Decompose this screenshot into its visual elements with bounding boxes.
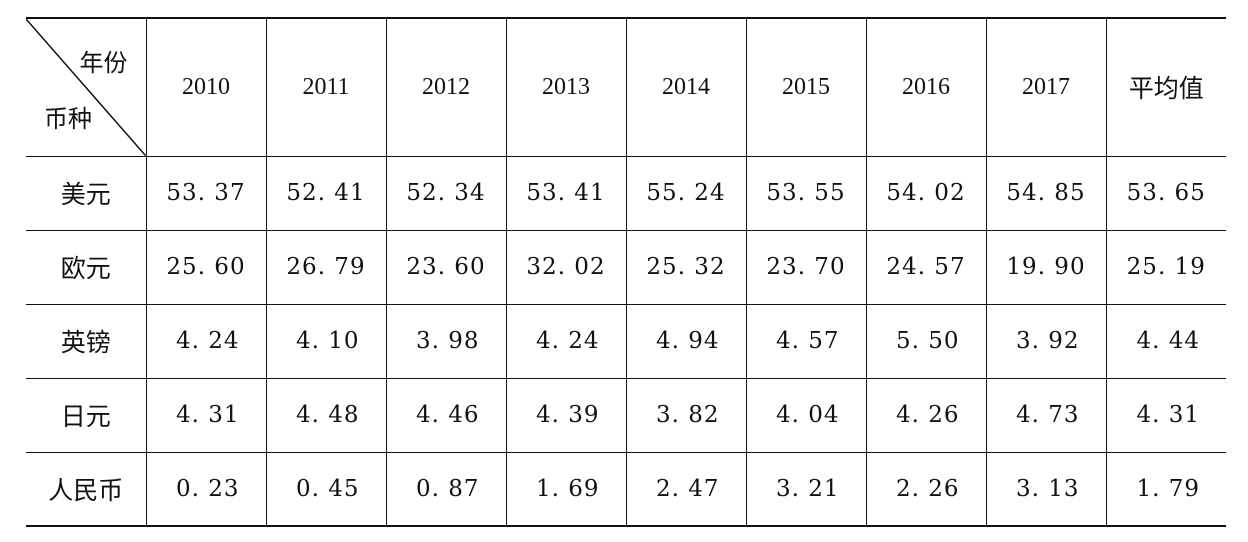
table-cell: 1. 79 bbox=[1105, 452, 1226, 527]
table-cell: 23. 60 bbox=[385, 230, 507, 305]
column-header-2016: 2016 bbox=[865, 17, 987, 157]
table-cell: 4. 46 bbox=[385, 378, 507, 453]
table-cell: 4. 73 bbox=[985, 378, 1107, 453]
diagonal-divider-line bbox=[26, 19, 146, 156]
table-row-gbp: 英镑 4. 24 4. 10 3. 98 4. 24 4. 94 4. 57 5… bbox=[26, 304, 1226, 379]
row-header-cell: 美元 bbox=[26, 156, 147, 231]
table-cell: 3. 92 bbox=[985, 304, 1107, 379]
table-cell: 4. 31 bbox=[1105, 378, 1226, 453]
table-cell: 53. 55 bbox=[745, 156, 867, 231]
table-cell: 52. 41 bbox=[265, 156, 387, 231]
currency-share-table-container: 年份 币种 2010 2011 2012 2013 2014 2015 2016… bbox=[26, 17, 1226, 527]
row-header-cell: 日元 bbox=[26, 378, 147, 453]
table-cell: 3. 82 bbox=[625, 378, 747, 453]
table-row-cny: 人民币 0. 23 0. 45 0. 87 1. 69 2. 47 3. 21 … bbox=[26, 452, 1226, 527]
header-row: 年份 币种 2010 2011 2012 2013 2014 2015 2016… bbox=[26, 17, 1226, 157]
table-cell: 25. 32 bbox=[625, 230, 747, 305]
table-cell: 3. 13 bbox=[985, 452, 1107, 527]
table-cell: 4. 48 bbox=[265, 378, 387, 453]
table-cell: 0. 23 bbox=[145, 452, 267, 527]
column-header-2010: 2010 bbox=[145, 17, 267, 157]
column-header-average: 平均值 bbox=[1105, 17, 1226, 157]
row-header-cell: 人民币 bbox=[26, 452, 147, 527]
corner-row-axis-label: 币种 bbox=[44, 104, 92, 133]
corner-column-axis-label: 年份 bbox=[79, 49, 128, 77]
column-header-2012: 2012 bbox=[385, 17, 507, 157]
table-cell: 54. 02 bbox=[865, 156, 987, 231]
table-cell: 19. 90 bbox=[985, 230, 1107, 305]
table-cell: 25. 19 bbox=[1105, 230, 1226, 305]
table-cell: 4. 44 bbox=[1105, 304, 1226, 379]
table-cell: 3. 98 bbox=[385, 304, 507, 379]
table-cell: 2. 26 bbox=[865, 452, 987, 527]
table-cell: 0. 87 bbox=[385, 452, 507, 527]
table-cell: 4. 39 bbox=[505, 378, 627, 453]
table-cell: 5. 50 bbox=[865, 304, 987, 379]
table-cell: 3. 21 bbox=[745, 452, 867, 527]
table-cell: 55. 24 bbox=[625, 156, 747, 231]
table-cell: 52. 34 bbox=[385, 156, 507, 231]
row-header-cell: 欧元 bbox=[26, 230, 147, 305]
column-header-2011: 2011 bbox=[265, 17, 387, 157]
table-cell: 1. 69 bbox=[505, 452, 627, 527]
table-cell: 2. 47 bbox=[625, 452, 747, 527]
table-row-usd: 美元 53. 37 52. 41 52. 34 53. 41 55. 24 53… bbox=[26, 156, 1226, 231]
table-cell: 53. 37 bbox=[145, 156, 267, 231]
table-cell: 4. 04 bbox=[745, 378, 867, 453]
table-cell: 54. 85 bbox=[985, 156, 1107, 231]
table-cell: 26. 79 bbox=[265, 230, 387, 305]
table-cell: 0. 45 bbox=[265, 452, 387, 527]
column-header-2017: 2017 bbox=[985, 17, 1107, 157]
currency-share-table: 年份 币种 2010 2011 2012 2013 2014 2015 2016… bbox=[26, 17, 1226, 527]
table-cell: 4. 10 bbox=[265, 304, 387, 379]
row-header-cell: 英镑 bbox=[26, 304, 147, 379]
column-header-2015: 2015 bbox=[745, 17, 867, 157]
table-cell: 25. 60 bbox=[145, 230, 267, 305]
table-cell: 4. 94 bbox=[625, 304, 747, 379]
table-cell: 4. 24 bbox=[145, 304, 267, 379]
table-cell: 4. 24 bbox=[505, 304, 627, 379]
table-row-jpy: 日元 4. 31 4. 48 4. 46 4. 39 3. 82 4. 04 4… bbox=[26, 378, 1226, 453]
table-cell: 53. 65 bbox=[1105, 156, 1226, 231]
table-cell: 4. 57 bbox=[745, 304, 867, 379]
table-cell: 32. 02 bbox=[505, 230, 627, 305]
diagonal-corner-cell: 年份 币种 bbox=[26, 17, 147, 157]
table-cell: 23. 70 bbox=[745, 230, 867, 305]
table-cell: 4. 31 bbox=[145, 378, 267, 453]
table-row-eur: 欧元 25. 60 26. 79 23. 60 32. 02 25. 32 23… bbox=[26, 230, 1226, 305]
table-cell: 4. 26 bbox=[865, 378, 987, 453]
table-cell: 53. 41 bbox=[505, 156, 627, 231]
column-header-2013: 2013 bbox=[505, 17, 627, 157]
column-header-2014: 2014 bbox=[625, 17, 747, 157]
table-cell: 24. 57 bbox=[865, 230, 987, 305]
